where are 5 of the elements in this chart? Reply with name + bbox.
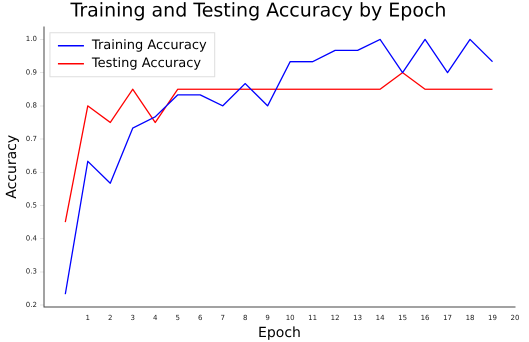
- legend-label: Testing Accuracy: [90, 56, 202, 72]
- chart-title: Training and Testing Accuracy by Epoch: [70, 0, 446, 22]
- x-axis-title: Epoch: [258, 325, 301, 342]
- legend-label: Training Accuracy: [90, 38, 208, 54]
- y-axis-title: Accuracy: [4, 134, 20, 199]
